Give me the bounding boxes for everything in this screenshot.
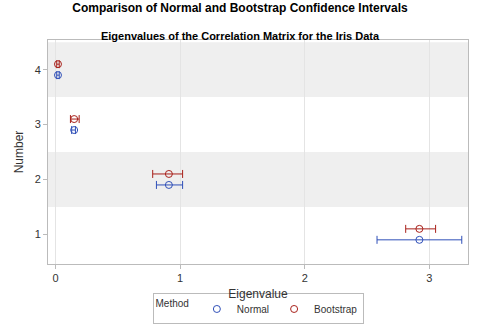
svg-text:4: 4 <box>35 64 41 76</box>
svg-text:Comparison of Normal and Boots: Comparison of Normal and Bootstrap Confi… <box>72 1 408 15</box>
svg-text:0: 0 <box>52 272 58 284</box>
svg-text:2: 2 <box>302 272 308 284</box>
svg-text:2: 2 <box>35 173 41 185</box>
svg-text:Number: Number <box>12 131 26 174</box>
svg-text:3: 3 <box>426 272 432 284</box>
svg-text:Bootstrap: Bootstrap <box>314 304 357 315</box>
svg-text:3: 3 <box>35 118 41 130</box>
svg-text:Normal: Normal <box>237 304 269 315</box>
svg-text:Eigenvalues of the Correlation: Eigenvalues of the Correlation Matrix fo… <box>101 30 380 42</box>
svg-text:1: 1 <box>35 228 41 240</box>
svg-text:Method: Method <box>156 298 189 309</box>
svg-text:1: 1 <box>177 272 183 284</box>
svg-text:Eigenvalue: Eigenvalue <box>228 287 288 301</box>
